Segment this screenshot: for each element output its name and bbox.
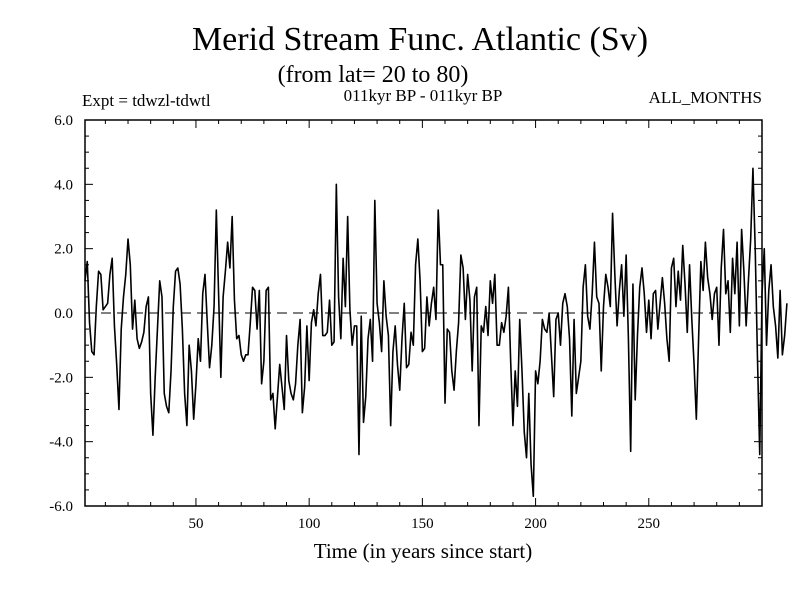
x-tick-label: 100 xyxy=(298,516,321,532)
x-tick-label: 50 xyxy=(188,516,203,532)
chart-subtitle: (from lat= 20 to 80) xyxy=(278,62,469,88)
x-tick-label: 250 xyxy=(638,516,661,532)
x-axis-ticks: 50 100 150 200 250 xyxy=(104,120,740,532)
chart-title: Merid Stream Func. Atlantic (Sv) xyxy=(192,21,648,58)
y-tick-label: 0.0 xyxy=(54,306,73,322)
period-label: 011kyr BP - 011kyr BP xyxy=(344,86,503,105)
x-tick-label: 150 xyxy=(411,516,434,532)
x-axis-label: Time (in years since start) xyxy=(314,539,533,563)
x-tick-label: 200 xyxy=(524,516,547,532)
y-tick-label: 4.0 xyxy=(54,177,73,193)
y-tick-label: -4.0 xyxy=(49,435,73,451)
y-tick-label: -2.0 xyxy=(49,370,73,386)
y-tick-label: 2.0 xyxy=(54,242,73,258)
series-line-merid-stream-func xyxy=(84,167,788,498)
y-tick-label: 6.0 xyxy=(54,113,73,129)
experiment-label: Expt = tdwzl-tdwtl xyxy=(82,91,211,110)
y-axis-ticks: 6.0 4.0 2.0 0.0 -2.0 -4.0 -6.0 xyxy=(49,113,762,515)
y-tick-label: -6.0 xyxy=(49,499,73,515)
months-label: ALL_MONTHS xyxy=(649,88,762,107)
